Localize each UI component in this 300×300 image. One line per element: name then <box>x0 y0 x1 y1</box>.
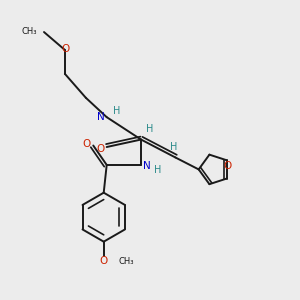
Text: N: N <box>98 112 105 122</box>
Text: O: O <box>100 256 108 266</box>
Text: CH₃: CH₃ <box>118 257 134 266</box>
Text: CH₃: CH₃ <box>21 27 37 36</box>
Text: O: O <box>224 161 232 171</box>
Text: H: H <box>170 142 178 152</box>
Text: H: H <box>146 124 153 134</box>
Text: H: H <box>154 165 161 175</box>
Text: O: O <box>82 139 91 149</box>
Text: N: N <box>142 160 150 170</box>
Text: O: O <box>96 143 104 154</box>
Text: O: O <box>61 44 70 54</box>
Text: H: H <box>113 106 121 116</box>
